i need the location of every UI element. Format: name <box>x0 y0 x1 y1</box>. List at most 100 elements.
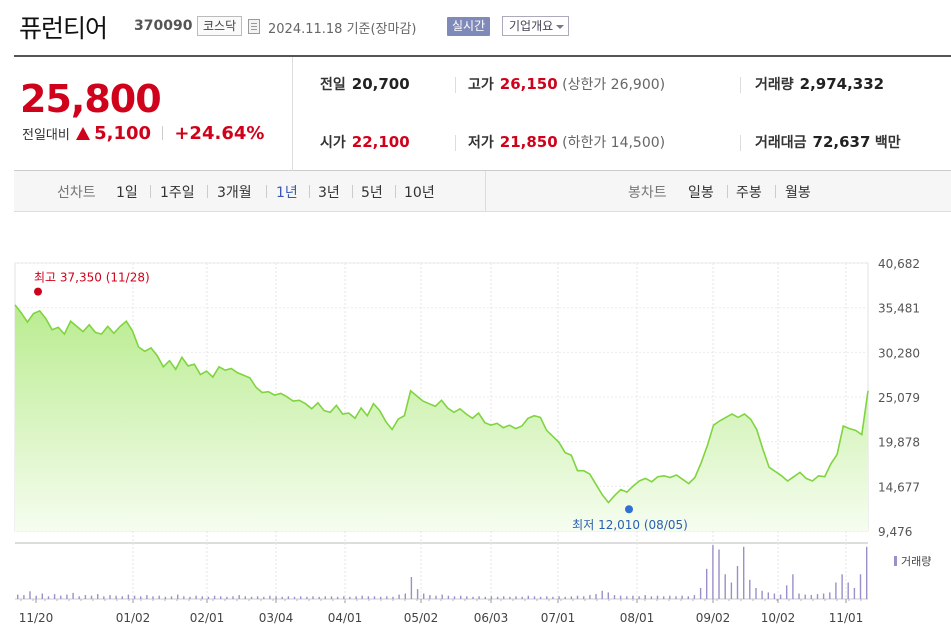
divider <box>395 185 396 198</box>
y-tick-label: 30,280 <box>878 346 920 360</box>
x-tick-label: 04/01 <box>328 611 363 625</box>
volume-bar <box>619 595 622 599</box>
volume-bar <box>558 596 560 600</box>
candle-daily[interactable]: 일봉 <box>688 185 714 201</box>
x-tick-label: 01/02 <box>116 611 151 625</box>
period-10y[interactable]: 10년 <box>404 185 435 201</box>
volume-bar <box>564 596 566 599</box>
divider <box>455 135 456 151</box>
x-tick-label: 08/01 <box>620 611 655 625</box>
x-axis: 11/20 01/02 02/01 03/04 04/01 05/02 06/03 07/01… <box>19 599 864 625</box>
volume-bar <box>380 596 382 599</box>
volume-bar <box>626 596 628 600</box>
company-info-dropdown[interactable]: 기업개요 <box>502 16 570 36</box>
volume-bar <box>484 596 486 599</box>
volume-bar <box>373 596 376 600</box>
volume-bar <box>312 596 314 600</box>
volume-bar <box>201 596 203 600</box>
volume-bar <box>146 595 148 599</box>
volume-bar <box>669 595 671 599</box>
divider <box>207 185 208 198</box>
candle-weekly[interactable]: 주봉 <box>736 185 762 201</box>
volume-bar <box>773 593 776 599</box>
volume-bar <box>546 596 548 600</box>
volume-bar <box>792 574 794 600</box>
volume-bar <box>416 589 419 599</box>
x-tick-label: 03/04 <box>259 611 294 625</box>
low-cell: 저가 21,850 (하한가 14,500) <box>468 132 665 152</box>
stock-code: 370090 <box>134 18 193 34</box>
volume-bar <box>318 596 320 599</box>
volume-bar <box>140 596 142 600</box>
realtime-button[interactable]: 실시간 <box>447 17 491 36</box>
x-tick-label: 09/02 <box>696 611 731 625</box>
volume-bar <box>589 595 591 599</box>
volume-bar <box>663 596 665 600</box>
stock-name: 퓨런티어 <box>19 14 108 43</box>
divider <box>352 185 353 198</box>
divider <box>485 171 486 211</box>
volume-bar <box>158 595 160 599</box>
volume-bar <box>595 594 597 600</box>
volume-bar <box>841 574 843 600</box>
y-tick-label: 35,481 <box>878 302 920 316</box>
volume-bar <box>170 596 173 600</box>
volume-bar <box>755 588 757 599</box>
period-1w[interactable]: 1주일 <box>160 185 195 201</box>
volume-value: 2,974,332 <box>799 75 885 93</box>
change-amount: 5,100 <box>94 123 152 144</box>
period-5y[interactable]: 5년 <box>361 185 383 201</box>
candle-monthly[interactable]: 월봉 <box>785 185 811 201</box>
high-label: 고가 <box>468 77 494 93</box>
volume-bar <box>41 593 43 599</box>
divider <box>740 135 741 151</box>
volume-bar <box>152 596 154 600</box>
volume-bar <box>183 596 185 600</box>
volume-bar <box>189 596 191 599</box>
volume-bar <box>718 549 720 599</box>
volume-bar <box>250 596 253 599</box>
volume-bar <box>515 596 517 600</box>
volume-bar <box>220 596 222 600</box>
volume-bar <box>195 595 197 599</box>
volume-bar <box>367 596 370 600</box>
volume-bar <box>53 594 56 600</box>
volume-bar <box>613 595 616 599</box>
change-label: 전일대비 <box>22 128 70 143</box>
volume-bar <box>460 595 462 599</box>
y-tick-label: 14,677 <box>878 480 920 494</box>
period-3m[interactable]: 3개월 <box>217 185 252 201</box>
period-1y[interactable]: 1년 <box>276 185 298 201</box>
period-1d[interactable]: 1일 <box>116 185 138 201</box>
volume-bar <box>441 594 443 599</box>
open-value: 22,100 <box>351 133 410 151</box>
prev-close-cell: 전일 20,700 <box>320 74 410 94</box>
volume-bar <box>269 595 271 599</box>
volume-bar <box>121 596 123 600</box>
market-badge: 코스닥 <box>197 16 243 36</box>
volume-bar <box>687 596 689 600</box>
volume-bar <box>509 596 511 599</box>
volume-bar <box>127 594 130 599</box>
period-3y[interactable]: 3년 <box>318 185 340 201</box>
change-rate: +24.64% <box>174 123 265 144</box>
volume-bar <box>60 595 62 599</box>
volume-bar <box>404 593 406 599</box>
volume-bar <box>527 595 529 599</box>
volume-bar <box>84 595 87 599</box>
divider <box>309 185 310 198</box>
volume-bar <box>798 593 800 599</box>
volume-bar <box>281 596 283 599</box>
volume-bar <box>786 585 788 600</box>
amount-value: 72,637 <box>812 133 871 151</box>
volume-bar <box>552 596 554 599</box>
x-tick-label: 11/01 <box>829 611 864 625</box>
volume-bar <box>736 566 739 599</box>
stock-header: 퓨런티어 370090 코스닥 2024.11.18 기준(장마감) 실시간 기… <box>0 0 951 55</box>
divider <box>740 77 741 93</box>
amount-label: 거래대금 <box>755 135 807 151</box>
volume-bar <box>779 594 782 599</box>
y-tick-label: 9,476 <box>878 525 912 539</box>
up-triangle-icon <box>75 127 90 140</box>
amount-cell: 거래대금 72,637 백만 <box>755 132 901 152</box>
